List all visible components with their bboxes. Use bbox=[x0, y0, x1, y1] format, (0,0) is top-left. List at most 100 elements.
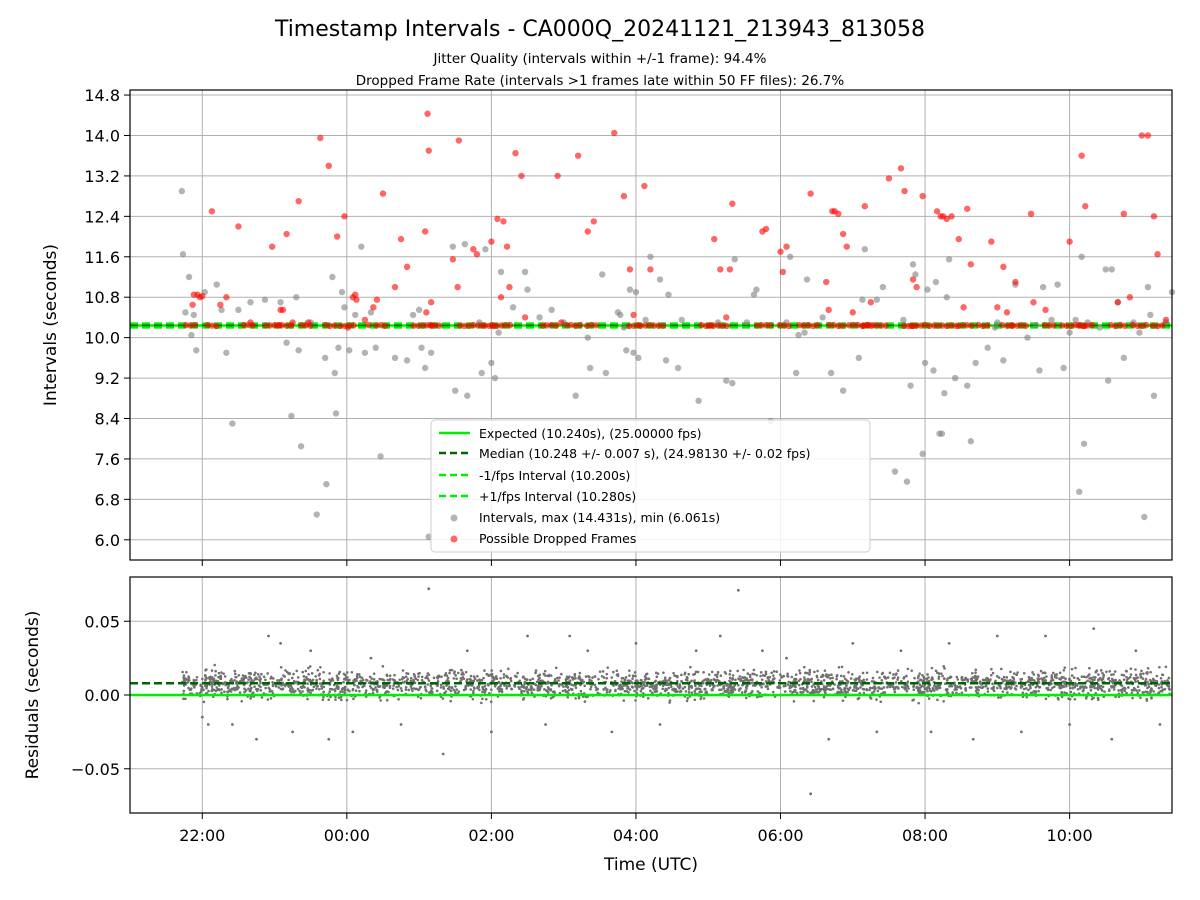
residual-point bbox=[1093, 686, 1097, 690]
residual-point bbox=[525, 686, 529, 689]
interval-point bbox=[464, 392, 471, 399]
residual-point bbox=[1125, 678, 1129, 682]
residual-point bbox=[1155, 679, 1159, 683]
residual-point bbox=[321, 698, 325, 702]
residual-point bbox=[510, 687, 513, 691]
residual-point bbox=[398, 678, 402, 682]
residual-point bbox=[182, 677, 186, 681]
residual-point bbox=[740, 691, 744, 694]
residual-point bbox=[264, 678, 267, 682]
residual-point bbox=[630, 680, 633, 684]
residual-point bbox=[427, 673, 431, 677]
interval-point bbox=[329, 273, 336, 281]
residual-point bbox=[635, 688, 639, 691]
residual-point bbox=[1053, 675, 1057, 679]
dropped-frame-point bbox=[208, 208, 216, 215]
residual-point bbox=[925, 688, 928, 691]
residual-point bbox=[1164, 665, 1168, 669]
residual-point bbox=[693, 679, 696, 682]
residual-point bbox=[1151, 677, 1155, 681]
residual-point bbox=[395, 685, 398, 689]
residual-point bbox=[182, 697, 185, 701]
dropped-frame-point bbox=[539, 322, 546, 329]
residual-point bbox=[915, 686, 918, 689]
residual-point bbox=[595, 688, 598, 692]
residual-point bbox=[229, 679, 232, 683]
residual-point bbox=[1159, 676, 1163, 680]
residual-point bbox=[751, 681, 754, 684]
residual-point bbox=[815, 675, 819, 679]
residual-point bbox=[518, 687, 521, 691]
interval-point bbox=[855, 354, 862, 362]
residual-point bbox=[565, 675, 569, 679]
residual-point bbox=[450, 668, 454, 672]
residual-point bbox=[289, 684, 293, 687]
residual-point bbox=[455, 677, 458, 681]
residual-point bbox=[1101, 671, 1104, 675]
residual-point bbox=[718, 688, 721, 692]
dropped-frame-point bbox=[590, 218, 597, 225]
residual-point bbox=[931, 686, 935, 690]
residual-point bbox=[778, 673, 782, 676]
dropped-frame-point bbox=[762, 321, 770, 329]
interval-point bbox=[586, 364, 594, 372]
residual-point bbox=[264, 686, 267, 690]
residual-point bbox=[339, 695, 343, 699]
residual-point bbox=[977, 685, 980, 689]
interval-point bbox=[642, 316, 649, 324]
interval-point bbox=[478, 369, 485, 377]
interval-point bbox=[839, 387, 847, 394]
residual-point bbox=[986, 687, 990, 690]
residual-point bbox=[574, 697, 577, 700]
dropped-frame-point bbox=[240, 321, 247, 329]
residual-point bbox=[1144, 690, 1147, 693]
dropped-frame-point bbox=[470, 245, 477, 253]
dropped-frame-point bbox=[933, 208, 941, 215]
dropped-frame-point bbox=[361, 316, 369, 324]
residual-point bbox=[536, 687, 540, 690]
residual-point bbox=[760, 685, 763, 689]
dropped-frame-point bbox=[502, 322, 509, 329]
residual-outlier-point bbox=[736, 588, 740, 592]
residual-point bbox=[617, 687, 620, 690]
residual-point bbox=[655, 675, 659, 679]
residual-point bbox=[989, 673, 993, 677]
residual-point bbox=[379, 699, 382, 702]
dropped-frame-point bbox=[424, 110, 431, 117]
residual-point bbox=[810, 685, 814, 688]
residual-point bbox=[635, 691, 639, 695]
residual-point bbox=[419, 696, 423, 700]
residual-point bbox=[570, 688, 574, 691]
dropped-frame-point bbox=[620, 192, 628, 200]
residual-point bbox=[828, 684, 832, 687]
residual-point bbox=[549, 696, 553, 700]
residual-point bbox=[318, 672, 321, 676]
residual-point bbox=[1051, 678, 1055, 682]
residual-point bbox=[1005, 679, 1008, 683]
residual-point bbox=[490, 669, 494, 672]
intervals-y-axis-label: Intervals (seconds) bbox=[41, 244, 61, 406]
residual-point bbox=[328, 672, 331, 675]
residual-point bbox=[870, 691, 874, 695]
interval-point bbox=[488, 359, 495, 367]
residual-outlier-point bbox=[291, 730, 295, 734]
dropped-frame-point bbox=[449, 256, 457, 263]
dropped-frame-point bbox=[494, 215, 501, 223]
residual-point bbox=[343, 691, 347, 695]
residual-point bbox=[536, 674, 540, 678]
residual-point bbox=[481, 690, 484, 694]
residual-point bbox=[627, 690, 630, 694]
residual-point bbox=[577, 675, 581, 679]
dropped-frame-point bbox=[266, 322, 274, 329]
dropped-frame-point bbox=[767, 322, 774, 329]
residual-point bbox=[490, 672, 494, 676]
dropped-frame-point bbox=[1114, 299, 1121, 306]
residual-point bbox=[936, 684, 939, 688]
dropped-frame-point bbox=[558, 319, 565, 326]
dropped-frame-point bbox=[647, 266, 654, 273]
residual-point bbox=[214, 674, 217, 677]
residual-point bbox=[746, 672, 750, 675]
residual-outlier-point bbox=[1110, 737, 1114, 741]
residual-outlier-point bbox=[947, 641, 951, 645]
residual-point bbox=[639, 689, 643, 693]
